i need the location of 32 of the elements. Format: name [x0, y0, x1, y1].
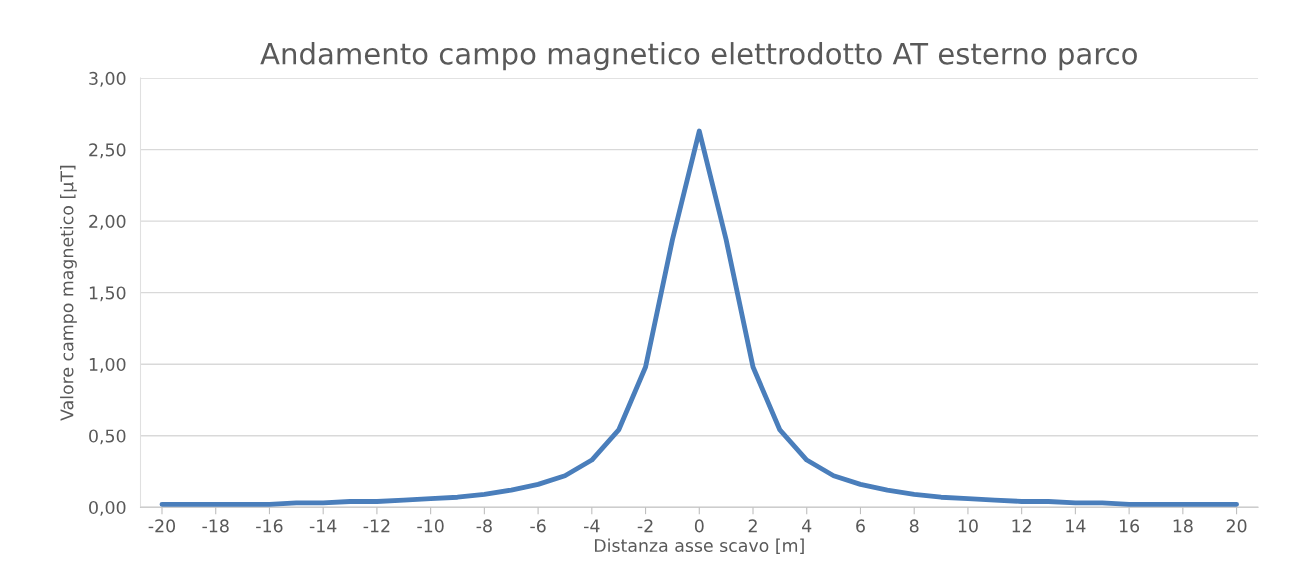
y-tick-label: 0,00	[89, 500, 126, 516]
x-tick-label: -12	[363, 519, 390, 533]
x-tick-label: -2	[637, 519, 653, 533]
x-tick-label: -6	[530, 519, 546, 533]
x-tick-label: -18	[202, 519, 229, 533]
x-tick-label: 16	[1119, 519, 1140, 533]
x-tick-label: 14	[1066, 519, 1086, 533]
x-tick-label: 18	[1173, 519, 1193, 533]
x-tick-label: 10	[958, 519, 978, 533]
x-tick-label: 0	[694, 519, 704, 533]
x-tick-label: -4	[584, 519, 600, 533]
x-tick-label: 8	[909, 519, 919, 533]
y-tick-label: 2,00	[89, 214, 126, 230]
line-series	[159, 128, 1239, 507]
x-tick-label: -10	[417, 519, 444, 533]
y-tick-label: 0,50	[89, 429, 126, 445]
y-tick-label: 3,00	[89, 71, 126, 87]
x-tick-label: 4	[802, 519, 812, 533]
y-axis-title: Valore campo magnetico [µT]	[60, 165, 77, 421]
x-tick-label: 2	[748, 519, 757, 533]
x-tick-label: 6	[856, 519, 865, 533]
x-tick-label: -8	[476, 519, 492, 533]
x-tick-label: 12	[1012, 519, 1031, 533]
x-axis-title: Distanza asse scavo [m]	[595, 538, 804, 555]
y-tick-label: 2,50	[89, 143, 126, 159]
x-tick-label: 20	[1226, 519, 1247, 533]
x-tick-label: -16	[256, 519, 283, 533]
x-tick-label: -20	[148, 519, 176, 533]
x-tick-label: -14	[309, 519, 337, 533]
chart-title: Andamento campo magnetico elettrodotto AT esterno parco	[260, 42, 1137, 71]
y-tick-label: 1,00	[89, 357, 126, 373]
y-tick-label: 1,50	[89, 286, 126, 302]
